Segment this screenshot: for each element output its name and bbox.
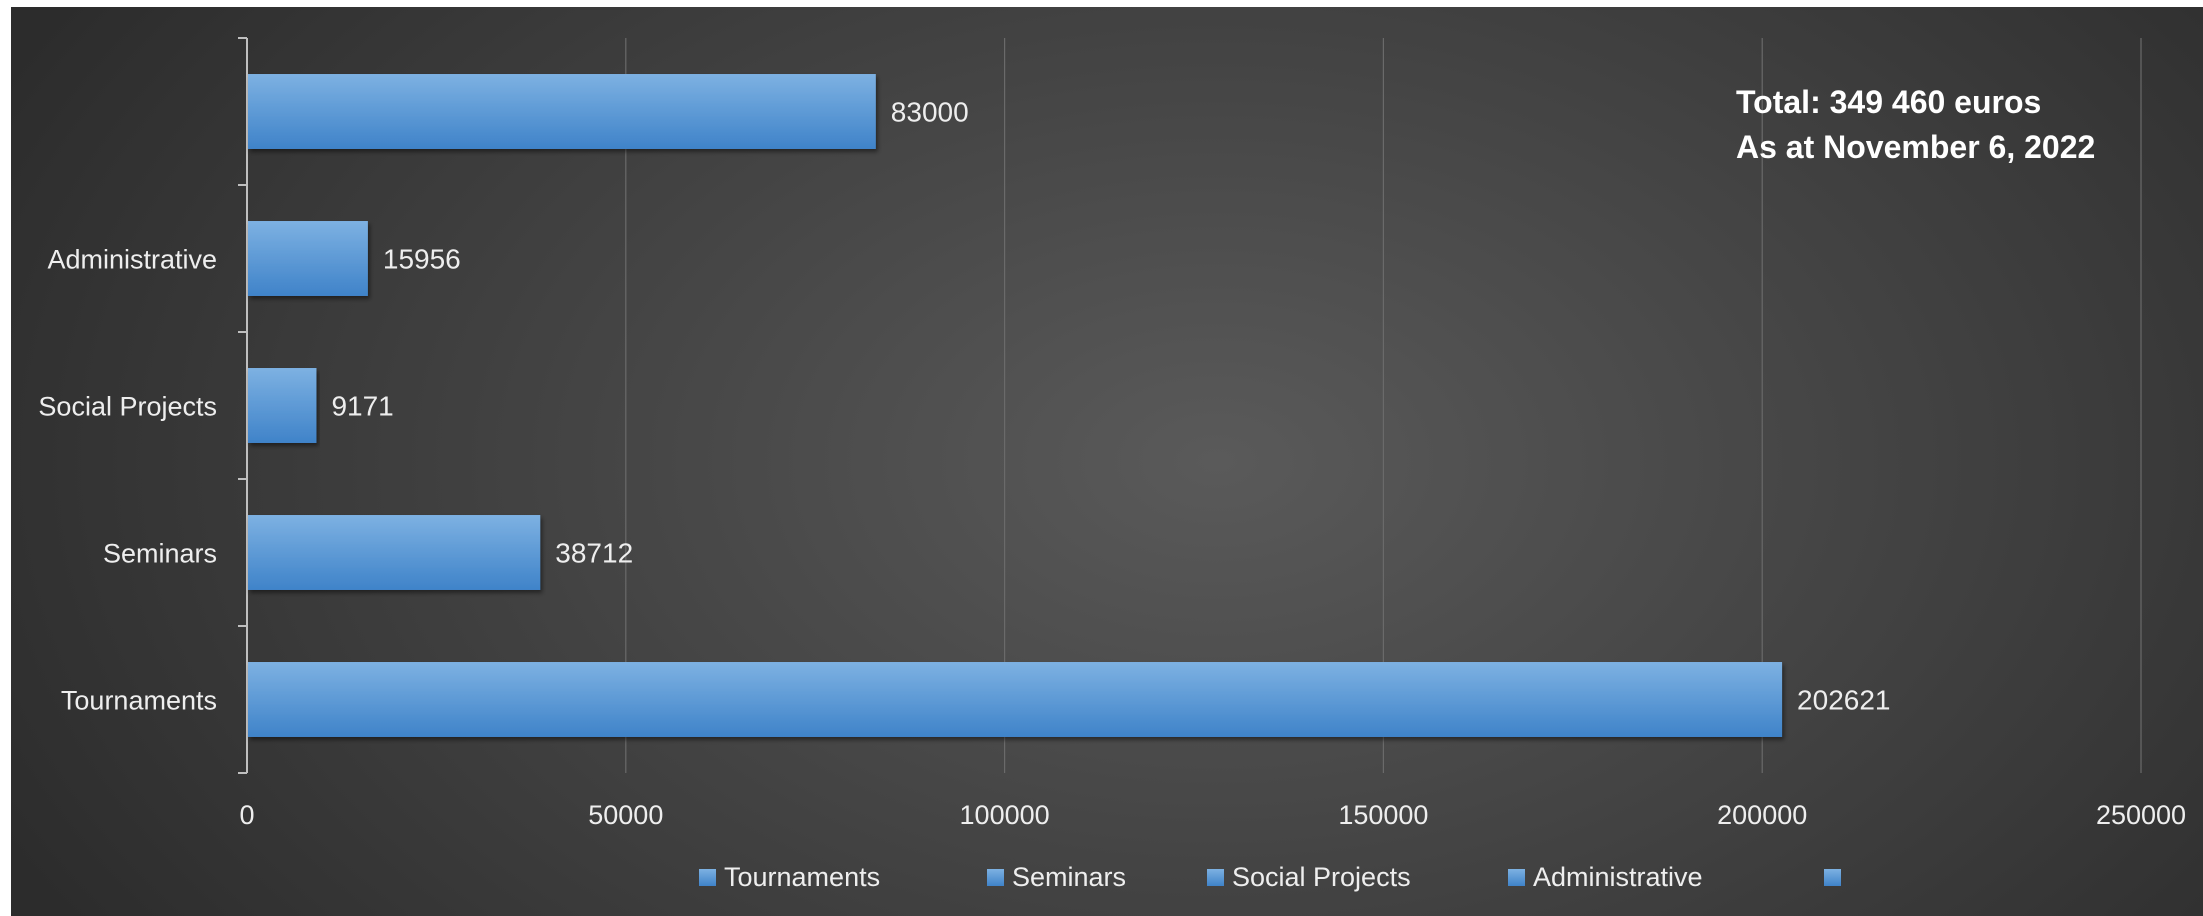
data-label: 9171 <box>331 391 393 422</box>
x-tick-label: 250000 <box>2096 800 2186 830</box>
gridlines <box>625 38 2142 773</box>
x-tick-label: 0 <box>239 800 254 830</box>
x-tick-label: 150000 <box>1338 800 1428 830</box>
legend-label: Social Projects <box>1232 862 1411 892</box>
legend-label: Administrative <box>1533 862 1703 892</box>
legend-swatch <box>987 869 1004 886</box>
legend: Tournaments Seminars Social Projects Admini… <box>699 862 1841 892</box>
category-label: Seminars <box>103 539 217 569</box>
note-date: As at November 6, 2022 <box>1736 129 2095 165</box>
legend-swatch <box>1207 869 1224 886</box>
data-label: 202621 <box>1797 685 1890 716</box>
legend-label: Seminars <box>1012 862 1126 892</box>
bars <box>248 74 1783 737</box>
x-tick-label: 100000 <box>960 800 1050 830</box>
total-note: Total: 349 460 euros As at November 6, 2… <box>1736 84 2095 165</box>
data-label: 38712 <box>555 538 633 569</box>
bar-chart: 0 50000 100000 150000 200000 250000 Tournament… <box>38 37 2186 892</box>
bar <box>248 221 368 296</box>
x-tick-label: 200000 <box>1717 800 1807 830</box>
y-axis <box>238 37 248 774</box>
legend-swatch <box>1824 869 1841 886</box>
bar <box>248 662 1783 737</box>
legend-swatch <box>1508 869 1525 886</box>
data-label: 83000 <box>891 97 969 128</box>
x-tick-label: 50000 <box>588 800 663 830</box>
category-label: Social Projects <box>38 392 217 422</box>
chart-panel: 0 50000 100000 150000 200000 250000 Tournament… <box>11 7 2203 916</box>
bar <box>248 368 317 443</box>
note-total: Total: 349 460 euros <box>1736 84 2041 120</box>
labels: 0 50000 100000 150000 200000 250000 Tournament… <box>38 97 2186 831</box>
category-label: Administrative <box>47 245 217 275</box>
data-label: 15956 <box>383 244 461 275</box>
category-label: Tournaments <box>61 686 217 716</box>
bar <box>248 74 876 149</box>
legend-label: Tournaments <box>724 862 880 892</box>
bar <box>248 515 541 590</box>
legend-swatch <box>699 869 716 886</box>
